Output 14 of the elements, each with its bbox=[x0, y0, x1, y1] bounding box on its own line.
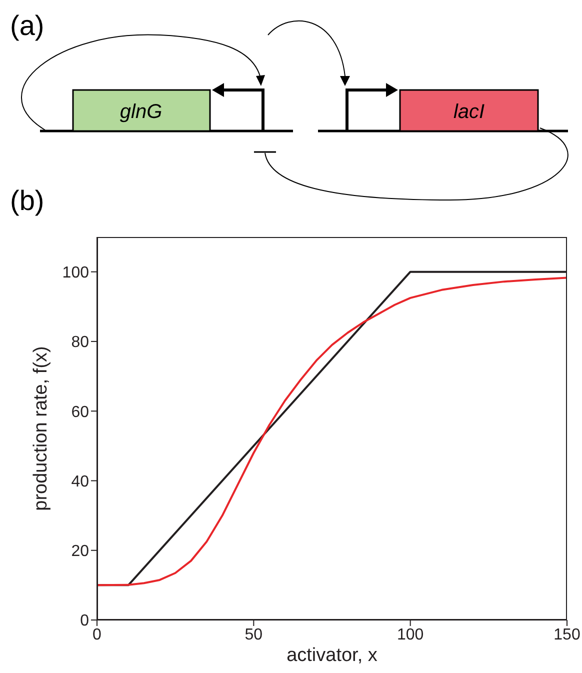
text: (a) bbox=[10, 10, 44, 41]
x-tick-label: 150 bbox=[554, 626, 580, 644]
text: (b) bbox=[10, 185, 44, 216]
y-tick-label: 80 bbox=[71, 334, 90, 352]
x-tick-label: 0 bbox=[92, 626, 102, 644]
y-axis-title: production rate, f(x) bbox=[30, 346, 52, 511]
y-tick-label: 20 bbox=[71, 543, 90, 560]
x-tick-label: 100 bbox=[396, 626, 424, 644]
y-tick-label: 0 bbox=[80, 612, 90, 630]
y-tick-label: 40 bbox=[71, 473, 90, 490]
x-axis-title: activator, x bbox=[286, 645, 378, 666]
y-tick-label: 60 bbox=[71, 404, 90, 421]
y-tick-label: 100 bbox=[62, 264, 90, 282]
x-tick-label: 50 bbox=[244, 626, 263, 644]
